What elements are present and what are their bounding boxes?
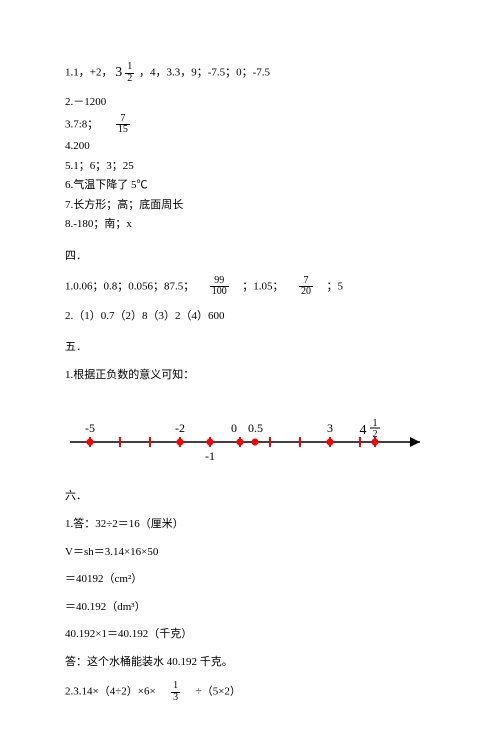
answer-6: 6.气温下降了 5℃	[65, 177, 435, 195]
s6-line1: 1.答：32÷2＝16（厘米）	[65, 516, 435, 534]
s4-1-a: 1.0.06；0.8；0.056；87.5；	[65, 280, 194, 292]
s6-2-den: 3	[171, 693, 180, 704]
s4-1-frac1: 99100	[210, 276, 229, 298]
answer-3: 3.7:8； 715	[65, 114, 435, 136]
q1-mixed: 312	[115, 62, 136, 84]
page-content: 1.1，+2， 312 ，4，3.3，9；-7.5；0；-7.5 2.－1200…	[0, 0, 500, 735]
s6-ans: 答：这个水桶能装水 40.192 千克。	[65, 654, 435, 672]
svg-text:1: 1	[373, 418, 378, 429]
svg-text:-2: -2	[175, 421, 185, 435]
s6-r1-unit: cm²	[115, 573, 132, 585]
s4-line1: 1.0.06；0.8；0.056；87.5； 99100 ；1.05； 720 …	[65, 276, 435, 298]
svg-text:0.5: 0.5	[248, 421, 263, 435]
s6-2-a: 2.3.14×（4÷2）×6×	[65, 686, 156, 698]
q3-frac: 715	[116, 114, 130, 136]
q1-mixed-den: 2	[125, 74, 134, 85]
number-line-svg: -5 -2 -1 0 0.5 3 412	[65, 402, 425, 472]
answer-4: 4.200	[65, 138, 435, 156]
s6-r2-unit: dm³	[117, 601, 134, 613]
s4-1-c: ；5	[327, 280, 344, 292]
s6-r1: ＝40192（cm²）	[65, 571, 435, 589]
s6-v: V＝sh＝3.14×16×50	[65, 544, 435, 562]
s4-1-frac2: 720	[299, 276, 313, 298]
s6-line2: 2.3.14×（4÷2）×6× 13 ÷（5×2）	[65, 681, 435, 703]
svg-text:4: 4	[360, 423, 367, 438]
s6-r3: 40.192×1＝40.192（千克）	[65, 626, 435, 644]
s6-2-b: ÷（5×2）	[196, 686, 241, 698]
q1-prefix: 1.1，+2，	[65, 67, 112, 79]
s4-1-f1d: 100	[210, 287, 229, 298]
s6-r1-close: ）	[131, 573, 142, 585]
section-6-heading: 六．	[65, 488, 435, 506]
q3-den: 15	[116, 125, 130, 136]
q1-mixed-frac: 12	[125, 62, 134, 84]
answer-5: 5.1；6；3；25	[65, 158, 435, 176]
s4-line2: 2.（1）0.7（2）8（3）2（4）600	[65, 308, 435, 326]
svg-text:-5: -5	[85, 421, 95, 435]
answer-8: 8.-180；南；x	[65, 216, 435, 234]
number-line: -5 -2 -1 0 0.5 3 412	[65, 402, 435, 472]
s6-r2: ＝40.192（dm³）	[65, 599, 435, 617]
svg-text:0: 0	[231, 421, 237, 435]
s4-1-b: ；1.05；	[242, 280, 283, 292]
svg-text:-1: -1	[205, 449, 215, 463]
svg-text:3: 3	[327, 421, 333, 435]
s5-line1: 1.根据正负数的意义可知：	[65, 367, 435, 385]
q3-prefix: 3.7:8；	[65, 119, 98, 131]
q1-mixed-num: 1	[125, 62, 134, 74]
s6-r1-val: ＝40192（	[65, 573, 115, 585]
svg-text:2: 2	[373, 429, 378, 440]
q1-mixed-whole: 3	[115, 62, 122, 84]
q1-suffix: ，4，3.3，9；-7.5；0；-7.5	[139, 67, 270, 79]
answer-2: 2.－1200	[65, 94, 435, 112]
section-5-heading: 五．	[65, 339, 435, 357]
answer-7: 7.长方形；高；底面周长	[65, 197, 435, 215]
s6-r2-close: ）	[135, 601, 146, 613]
s6-r2-val: ＝40.192（	[65, 601, 117, 613]
s4-1-f2d: 20	[299, 287, 313, 298]
s6-2-frac: 13	[171, 681, 180, 703]
section-4-heading: 四．	[65, 248, 435, 266]
answer-1: 1.1，+2， 312 ，4，3.3，9；-7.5；0；-7.5	[65, 62, 435, 84]
